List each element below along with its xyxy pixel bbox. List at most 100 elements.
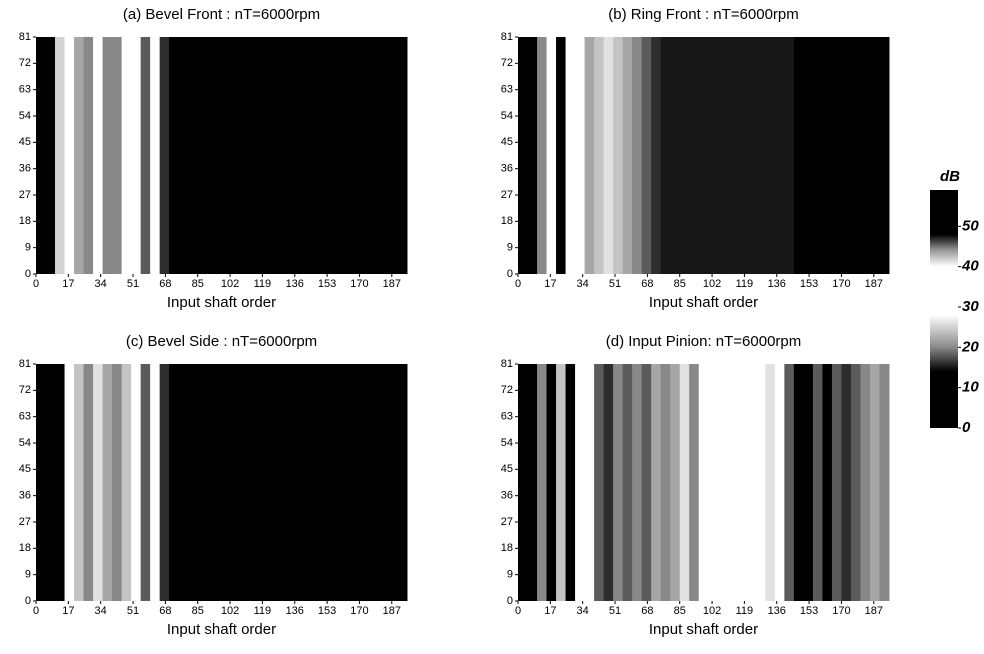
heat-column [274,37,284,274]
heat-column [803,37,813,274]
heat-column [594,364,604,601]
colorbar-tick-label: 30 [962,298,979,315]
heat-column [518,37,528,274]
y-tick-label: 63 [501,411,513,423]
x-axis-label: Input shaft order [167,294,276,311]
x-tick-label: 34 [95,605,107,617]
heat-column [860,37,870,274]
heat-column [369,37,379,274]
heat-column [746,37,756,274]
x-tick-label: 17 [62,278,74,290]
x-tick-label: 153 [800,278,818,290]
heat-column [528,37,538,274]
x-tick-label: 68 [159,278,171,290]
heat-column [680,37,690,274]
colorbar-tick-label: 20 [961,338,979,355]
x-tick-label: 187 [383,605,401,617]
heat-column [369,364,379,601]
heat-column [566,37,576,274]
x-tick-label: 85 [674,278,686,290]
x-tick-label: 187 [865,278,883,290]
heat-column [832,37,842,274]
y-tick-label: 27 [501,189,513,201]
y-tick-label: 0 [25,595,31,607]
heat-column [775,37,785,274]
heat-column [122,37,132,274]
heat-column [518,364,528,601]
x-tick-label: 102 [703,605,721,617]
heat-column [122,364,132,601]
y-tick-label: 81 [501,31,513,43]
x-tick-label: 51 [609,605,621,617]
y-tick-label: 0 [507,268,513,280]
x-tick-label: 187 [383,278,401,290]
heat-column [613,37,623,274]
x-tick-label: 187 [865,605,883,617]
heat-column [689,37,699,274]
heat-column [680,364,690,601]
heat-column [397,37,407,274]
colorbar-tick-label: 40 [961,258,979,275]
heat-column [74,37,84,274]
heat-column [547,364,557,601]
x-tick-label: 68 [641,605,653,617]
heat-column [737,364,747,601]
heat-column [822,364,832,601]
heat-column [331,37,341,274]
heat-column [623,364,633,601]
x-tick-label: 136 [286,278,304,290]
heat-column [813,37,823,274]
y-tick-label: 45 [501,463,513,475]
heat-column [150,364,160,601]
heat-column [708,37,718,274]
heat-column [851,364,861,601]
y-tick-label: 0 [507,595,513,607]
heat-column [651,37,661,274]
x-tick-label: 34 [577,278,589,290]
heat-column [784,37,794,274]
heat-column [575,364,585,601]
heat-column [594,37,604,274]
y-tick-label: 18 [501,542,513,554]
heat-column [661,37,671,274]
x-tick-label: 102 [703,278,721,290]
heat-column [264,364,274,601]
heat-column [528,364,538,601]
y-tick-label: 18 [19,542,31,554]
colorbar-tick-label: 10 [962,379,979,396]
y-tick-label: 36 [19,490,31,502]
heat-column [803,364,813,601]
heat-column [84,364,94,601]
heat-column [198,364,208,601]
heat-column [585,37,595,274]
y-tick-label: 81 [19,31,31,43]
heat-column [46,37,56,274]
heat-column [642,37,652,274]
y-tick-label: 45 [19,463,31,475]
heat-column [169,364,179,601]
y-tick-label: 27 [19,516,31,528]
x-tick-label: 17 [544,278,556,290]
y-tick-label: 81 [501,358,513,370]
heat-column [340,37,350,274]
panel-title: (b) Ring Front : nT=6000rpm [608,6,799,23]
heat-column [604,37,614,274]
y-tick-label: 36 [19,163,31,175]
heat-column [236,37,246,274]
x-tick-label: 68 [641,278,653,290]
x-tick-label: 51 [127,605,139,617]
heat-column [160,364,170,601]
heat-column [813,364,823,601]
heat-column [537,364,547,601]
heat-column [632,364,642,601]
x-axis-label: Input shaft order [649,294,758,311]
heat-column [623,37,633,274]
heat-column [150,37,160,274]
heat-column [321,364,331,601]
heat-column [217,37,227,274]
x-tick-label: 119 [736,605,754,617]
heat-column [93,37,103,274]
x-tick-label: 170 [350,278,368,290]
heat-column [699,364,709,601]
